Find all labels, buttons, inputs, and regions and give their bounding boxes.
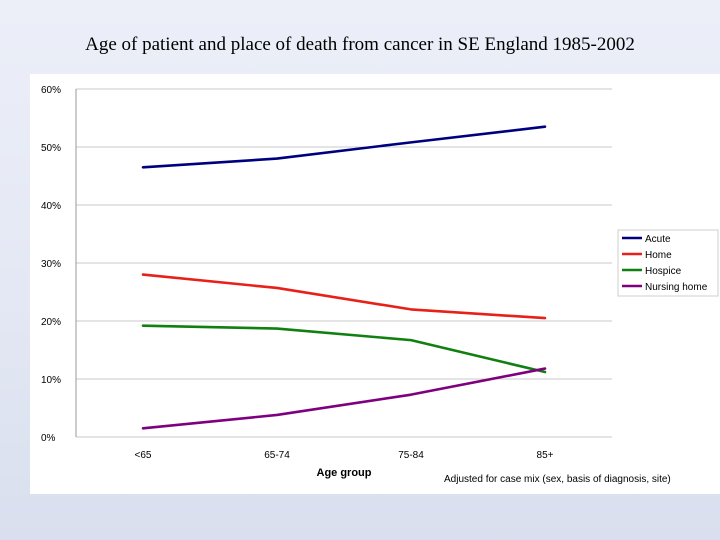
gridlines: [75, 88, 612, 438]
y-tick-label: 50%: [41, 143, 61, 154]
y-tick-label: 0%: [41, 433, 56, 444]
y-tick-labels: 0% 10% 20% 30% 40% 50% 60%: [41, 85, 61, 444]
x-tick-label: 85+: [537, 450, 554, 461]
series-line-nursing-home: [141, 367, 547, 430]
series-line-hospice: [141, 324, 547, 374]
legend-item-label: Home: [645, 250, 672, 261]
series-lines: [141, 125, 547, 430]
y-tick-label: 40%: [41, 201, 61, 212]
x-axis-label: Age group: [317, 467, 372, 479]
legend-item-label: Acute: [645, 234, 671, 245]
slide-title: Age of patient and place of death from c…: [85, 34, 635, 55]
x-tick-label: 75-84: [398, 450, 424, 461]
y-tick-label: 60%: [41, 85, 61, 96]
series-line-home: [141, 273, 547, 320]
legend-item-label: Nursing home: [645, 282, 708, 293]
x-tick-label: <65: [135, 450, 152, 461]
footnote: Adjusted for case mix (sex, basis of dia…: [444, 474, 671, 485]
chart-panel: [30, 74, 720, 494]
x-tick-labels: <65 65-74 75-84 85+: [135, 450, 554, 461]
y-tick-label: 10%: [41, 375, 61, 386]
legend: Acute Home Hospice Nursing home: [617, 229, 719, 297]
x-tick-label: 65-74: [264, 450, 290, 461]
series-line-acute: [141, 125, 547, 169]
legend-item-label: Hospice: [645, 266, 682, 277]
y-tick-label: 30%: [41, 259, 61, 270]
y-tick-label: 20%: [41, 317, 61, 328]
